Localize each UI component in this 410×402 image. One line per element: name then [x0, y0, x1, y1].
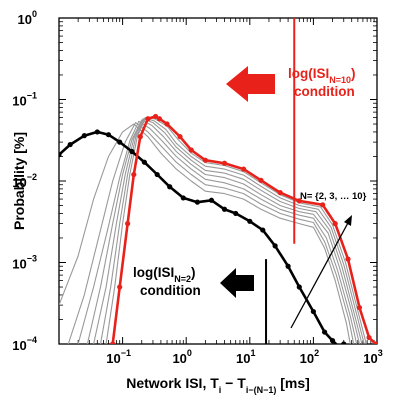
condition-lines	[265, 18, 296, 344]
series-curves	[59, 113, 377, 350]
x-tick-label: 100	[172, 348, 191, 366]
data-point	[117, 284, 123, 290]
data-point	[67, 141, 73, 148]
data-point	[272, 243, 278, 249]
series-line-n9	[105, 117, 367, 344]
x-tick-label: 101	[236, 348, 255, 366]
y-axis-label: Probability [%]	[11, 132, 27, 230]
data-point	[258, 177, 264, 183]
y-tick-label: 100	[18, 9, 37, 27]
data-point	[177, 134, 183, 140]
data-point	[167, 184, 173, 190]
data-point	[125, 221, 131, 227]
x-axis-label: Network ISI, Ti − Ti−(N−1) [ms]	[126, 375, 310, 395]
data-point	[117, 139, 123, 145]
data-point	[260, 227, 266, 233]
x-tick-label: 10−1	[106, 348, 131, 366]
data-point	[285, 263, 291, 269]
data-point	[321, 329, 328, 335]
black-condition-label-line2: condition	[140, 283, 201, 298]
data-point	[81, 133, 87, 139]
data-point	[59, 152, 62, 158]
series-line-n10	[111, 115, 377, 344]
data-point	[345, 256, 351, 262]
data-point	[320, 202, 326, 208]
data-point	[366, 334, 372, 341]
series-line-n4	[67, 122, 355, 344]
red-condition-arrow	[226, 66, 275, 102]
x-tick-label: 103	[363, 348, 382, 366]
data-point	[131, 171, 137, 178]
data-point	[156, 116, 163, 122]
series-line-n2	[59, 130, 344, 344]
axis-ticks: 10−1 100 101 102 103 10−4 10−3 10−2 10−1 100	[12, 9, 382, 366]
red-condition-label: log(ISIN=10)	[288, 66, 356, 85]
data-point	[233, 210, 239, 217]
data-point	[110, 341, 116, 344]
data-point	[164, 121, 170, 127]
data-point	[296, 284, 302, 290]
black-condition-arrow	[220, 268, 254, 298]
data-point	[221, 160, 228, 166]
data-point	[296, 198, 302, 204]
series-line-n8	[99, 117, 365, 344]
data-point	[137, 134, 143, 140]
data-point	[241, 166, 247, 172]
n-range-arrow-shaft	[290, 220, 350, 329]
red-condition-label-line2: condition	[294, 84, 355, 99]
data-point	[105, 132, 112, 138]
data-point	[329, 338, 336, 344]
y-tick-label: 10−4	[12, 335, 37, 353]
data-point	[247, 218, 253, 224]
data-point	[188, 147, 194, 153]
data-point	[356, 304, 363, 311]
y-tick-label: 10−2	[12, 172, 37, 190]
data-point	[341, 341, 347, 344]
n-range-arrowhead	[344, 215, 352, 226]
data-point	[208, 197, 215, 203]
data-point	[145, 116, 151, 122]
data-point	[129, 148, 135, 155]
series-line-n3	[59, 123, 351, 344]
data-point	[277, 190, 283, 196]
series-line-n6	[86, 119, 361, 344]
y-tick-label: 10−1	[12, 91, 37, 109]
data-point	[154, 171, 160, 178]
data-point	[337, 345, 342, 350]
data-point	[180, 195, 186, 201]
series-line-n5	[77, 120, 358, 344]
black-condition-label: log(ISIN=2)	[133, 265, 196, 284]
series-line-n7	[93, 118, 363, 344]
plot-frame	[58, 17, 378, 345]
data-point	[202, 157, 208, 163]
data-point	[141, 159, 147, 165]
n-range-label: N= {2, 3, … 10}	[300, 191, 367, 202]
data-point	[194, 199, 200, 205]
y-tick-label: 10−3	[12, 254, 37, 272]
data-point	[332, 221, 338, 227]
data-point	[152, 113, 159, 120]
data-point	[372, 341, 377, 344]
data-point	[221, 206, 228, 212]
data-point	[94, 129, 100, 135]
x-tick-label: 102	[300, 348, 319, 366]
data-point	[310, 308, 316, 315]
